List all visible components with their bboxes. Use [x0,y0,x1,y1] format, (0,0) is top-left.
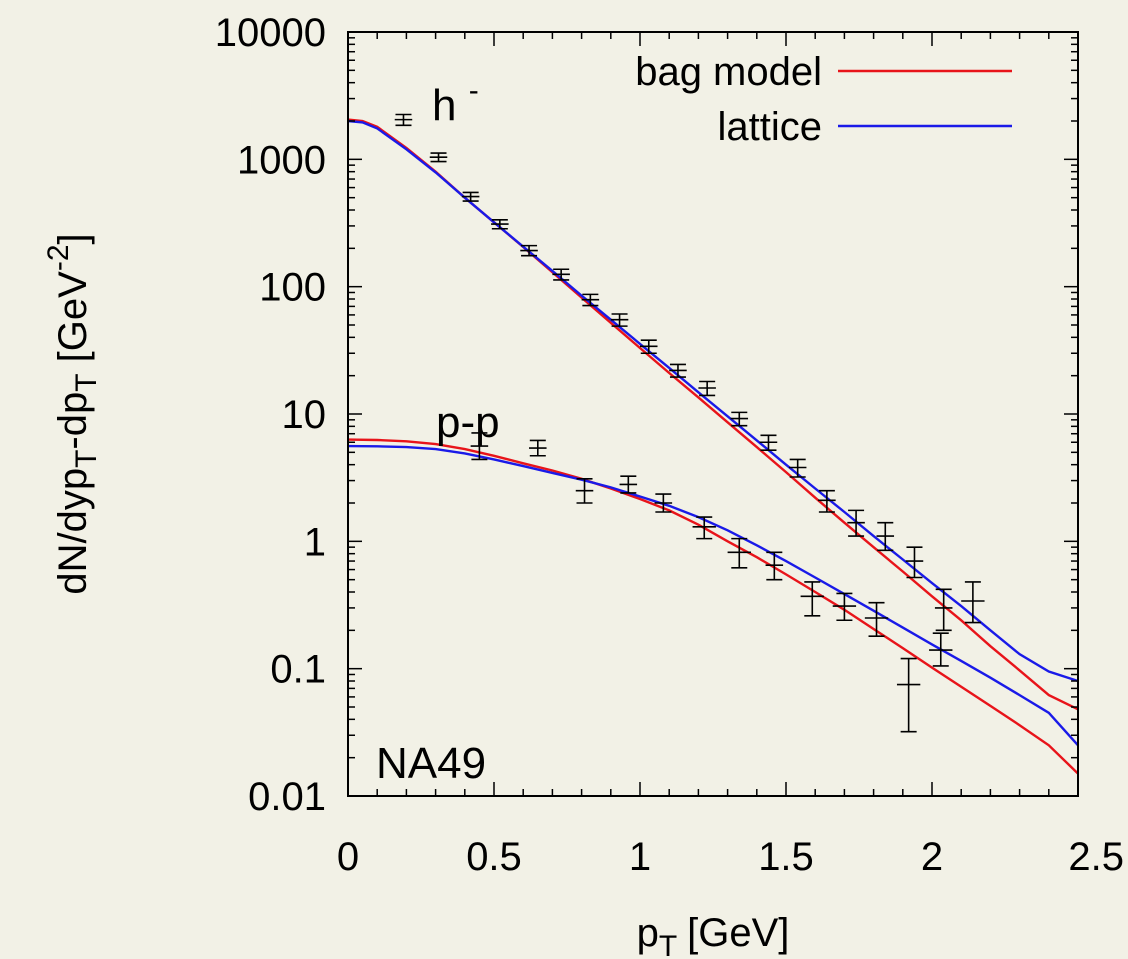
data-point-h--17 [905,546,924,579]
data-point-p-p-8 [800,581,824,617]
data-point-h--5 [552,268,570,281]
data-point-p-p-9 [832,592,857,622]
data-point-h--11 [730,411,749,427]
y-axis-title-b-sub: T [70,373,103,391]
legend-label-bag-model: bag model [635,50,822,94]
data-points [394,113,985,733]
data-point-h--4 [520,244,538,257]
annotation-h-minus: h - [432,74,479,130]
y-axis-title-c: [GeV [51,271,95,374]
plot-frame [347,31,1079,797]
series-line-lattice-1 [347,444,1079,747]
data-point-p-p-11 [896,657,921,733]
data-point-h--2 [461,191,480,202]
data-point-h--0 [394,113,413,127]
y-tick-label: 0.1 [270,648,326,692]
x-tick-label: 0 [337,835,359,879]
data-point-h--9 [669,363,687,378]
y-tick-label: 1000 [237,138,326,182]
data-point-p-p-12 [929,632,953,667]
data-point-h--19 [961,581,985,624]
data-point-h--16 [876,521,895,552]
y-axis-title: dN/dypT-dpT [GeV-2] [42,233,103,594]
data-point-h--8 [640,339,658,355]
data-point-h--12 [759,434,778,451]
annotation-h-sup: - [469,74,479,107]
data-point-h--13 [788,458,807,478]
series-line-bag-model-1 [347,438,1079,775]
y-tick-label: 0.01 [248,775,326,819]
data-point-p-p-6 [727,537,751,569]
annotation-experiment: NA49 [376,739,486,788]
data-point-p-p-7 [765,551,784,581]
legend: bag model lattice [635,50,1012,149]
y-axis-title-a: dN/dyp [51,468,95,595]
data-point-p-p-5 [692,516,716,540]
data-point-p-p-3 [619,475,638,494]
y-axis-title-c-sup: -2 [42,244,75,271]
x-axis-title-sub: T [659,930,677,959]
data-point-h--15 [847,509,865,537]
y-axis-title-a-sub: T [70,450,103,468]
x-tick-label: 1 [629,835,651,879]
annotation-h: h [432,81,456,130]
y-axis-title-b: -dp [51,392,95,450]
y-tick-label: 10000 [215,11,326,55]
x-tick-label: 0.5 [466,835,522,879]
annotation-pp: p-p [436,398,500,447]
data-point-h--7 [610,313,629,327]
x-tick-label: 2.5 [1068,835,1124,879]
curves [347,118,1079,775]
data-point-h--10 [698,380,716,397]
y-tick-label: 10 [282,393,327,437]
data-point-p-p-4 [654,493,673,513]
data-point-h--1 [429,152,448,163]
y-tick-label: 1 [304,520,326,564]
y-axis-title-d: ] [51,233,95,244]
x-tick-label: 2 [921,835,943,879]
series-line-lattice-0 [347,119,1079,683]
data-point-p-p-2 [575,477,594,504]
legend-label-lattice: lattice [718,105,823,149]
data-point-h--3 [491,219,509,230]
x-axis-title: pT [GeV] [637,911,790,959]
data-point-p-p-10 [864,601,889,637]
tick-labels: 10000 1000 100 10 1 0.1 0.010 0.5 1 1.5 2 2.5 [215,11,1124,879]
x-axis-title-unit: [GeV] [687,911,789,955]
data-point-p-p-1 [529,439,547,457]
data-point-h--18 [934,588,953,632]
x-tick-label: 1.5 [758,835,814,879]
data-point-h--14 [818,489,836,513]
x-axis-title-p: p [637,911,659,955]
data-point-p-p-0 [470,432,489,461]
y-tick-label: 100 [259,266,326,310]
data-point-h--6 [581,293,600,307]
